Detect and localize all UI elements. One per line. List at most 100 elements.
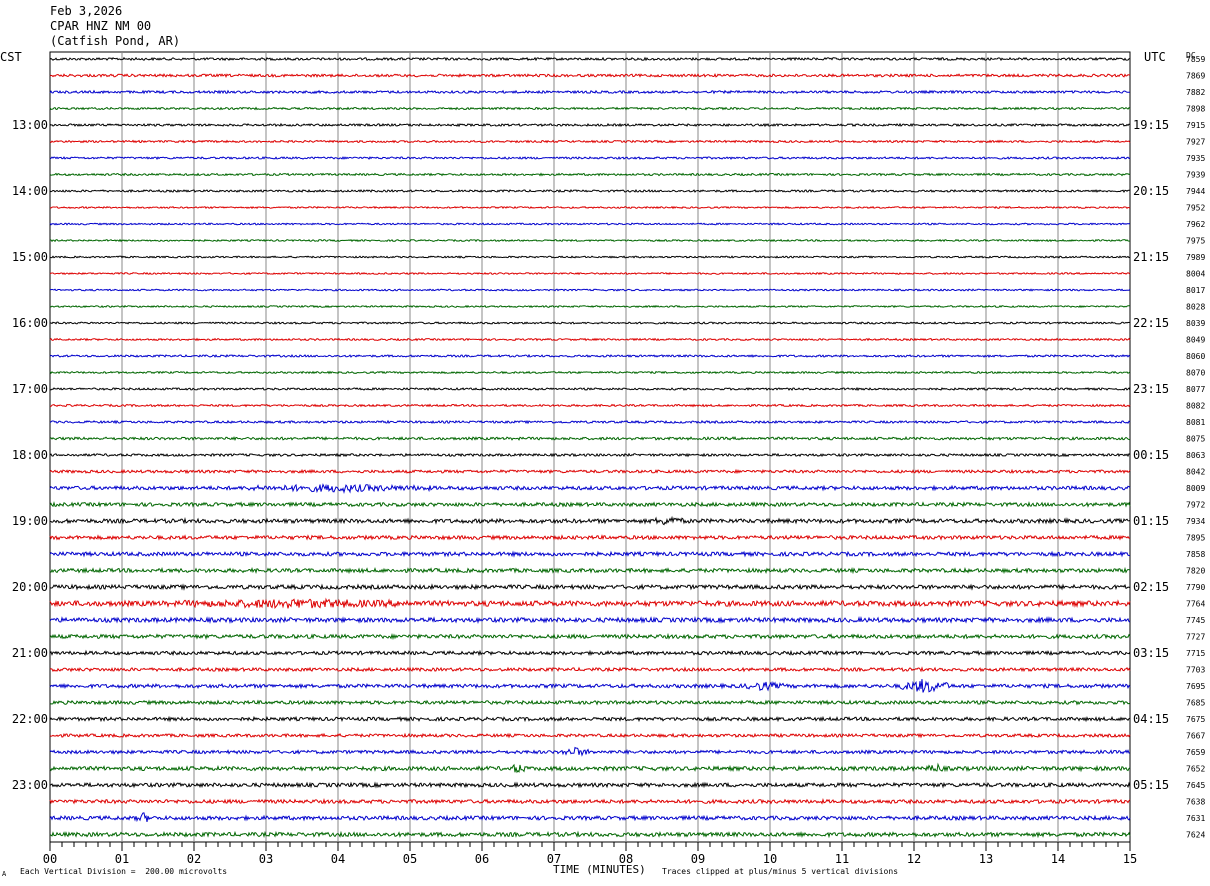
dc-value-label: 7659: [1186, 748, 1205, 757]
plot-frame: [49, 51, 1131, 843]
dc-value-label: 8009: [1186, 484, 1205, 493]
seismic-trace: [49, 452, 1131, 458]
dc-value-label: 7675: [1186, 715, 1205, 724]
seismic-trace: [49, 403, 1131, 408]
utc-hour-label: 19:15: [1133, 118, 1169, 132]
dc-value-label: 8063: [1186, 451, 1205, 460]
utc-hour-label: 04:15: [1133, 712, 1169, 726]
utc-hour-label: 01:15: [1133, 514, 1169, 528]
x-tick-label: 12: [907, 852, 921, 866]
seismic-trace: [49, 534, 1131, 541]
seismic-trace: [49, 238, 1131, 243]
seismic-trace: [49, 89, 1131, 95]
utc-hour-label: 03:15: [1133, 646, 1169, 660]
x-tick-label: 14: [1051, 852, 1065, 866]
dc-value-label: 7975: [1186, 237, 1205, 246]
seismic-trace: [49, 746, 1131, 757]
utc-hour-label: 00:15: [1133, 448, 1169, 462]
dc-value-label: 7952: [1186, 204, 1205, 213]
seismic-trace: [49, 715, 1131, 723]
dc-value-label: 7652: [1186, 765, 1205, 774]
seismic-trace: [49, 188, 1130, 194]
cst-hour-label: 16:00: [12, 316, 48, 330]
x-tick-label: 15: [1123, 852, 1137, 866]
dc-value-label: 7685: [1186, 699, 1205, 708]
dc-value-label: 7727: [1186, 633, 1205, 642]
right-axis-label: UTC: [1144, 50, 1166, 64]
seismic-trace: [49, 732, 1131, 739]
utc-hour-label: 05:15: [1133, 778, 1169, 792]
utc-hour-label: 21:15: [1133, 250, 1169, 264]
dc-value-label: 8049: [1186, 336, 1205, 345]
dc-value-label: 7935: [1186, 154, 1205, 163]
cst-hour-label: 22:00: [12, 712, 48, 726]
x-tick-label: 08: [619, 852, 633, 866]
dc-value-label: 7764: [1186, 600, 1205, 609]
dc-value-label: 7927: [1186, 138, 1205, 147]
seismic-trace: [49, 155, 1131, 160]
x-axis-label: TIME (MINUTES): [553, 863, 646, 876]
seismic-trace: [49, 812, 1131, 823]
dc-value-label: 7972: [1186, 501, 1205, 510]
plot-header: Feb 3,2026 CPAR HNZ NM 00 (Catfish Pond,…: [50, 4, 180, 49]
dc-value-label: 7895: [1186, 534, 1205, 543]
dc-value-label: 7695: [1186, 682, 1205, 691]
dc-value-label: 8075: [1186, 435, 1205, 444]
dc-label: DC: [1186, 51, 1196, 60]
utc-hour-label: 02:15: [1133, 580, 1169, 594]
utc-hour-label: 20:15: [1133, 184, 1169, 198]
x-tick-label: 06: [475, 852, 489, 866]
dc-value-label: 8070: [1186, 369, 1205, 378]
seismic-trace: [49, 222, 1131, 226]
scale-note: Each Vertical Division = 200.00 microvol…: [20, 867, 228, 876]
seismic-trace: [49, 436, 1131, 441]
dc-value-label: 7934: [1186, 517, 1205, 526]
dc-value-label: 7667: [1186, 732, 1205, 741]
dc-value-label: 7859: [1186, 55, 1205, 64]
seismic-trace: [49, 321, 1131, 325]
x-tick-label: 05: [403, 852, 417, 866]
corner-mark: A: [2, 870, 7, 878]
dc-value-label: 7962: [1186, 220, 1205, 229]
cst-hour-label: 13:00: [12, 118, 48, 132]
x-tick-label: 01: [115, 852, 129, 866]
dc-value-label: 7790: [1186, 583, 1205, 592]
dc-value-label: 7624: [1186, 831, 1205, 840]
seismic-trace: [49, 666, 1131, 673]
cst-hour-label: 21:00: [12, 646, 48, 660]
seismic-trace: [49, 468, 1131, 475]
seismic-trace: [49, 550, 1131, 558]
seismic-trace: [49, 583, 1131, 591]
dc-value-label: 8042: [1186, 468, 1205, 477]
dc-value-label: 7715: [1186, 649, 1205, 658]
seismic-trace: [49, 172, 1131, 177]
dc-value-label: 8004: [1186, 270, 1205, 279]
x-tick-label: 11: [835, 852, 849, 866]
dc-value-label: 7745: [1186, 616, 1205, 625]
seismic-trace: [49, 781, 1131, 789]
dc-value-label: 7882: [1186, 88, 1205, 97]
seismic-trace: [49, 515, 1131, 526]
dc-value-label: 8082: [1186, 402, 1205, 411]
seismic-trace: [49, 797, 1131, 805]
dc-value-label: 7820: [1186, 567, 1205, 576]
seismic-trace: [49, 566, 1131, 575]
dc-value-label: 8060: [1186, 352, 1205, 361]
dc-value-label: 7858: [1186, 550, 1205, 559]
dc-value-label: 8017: [1186, 286, 1205, 295]
dc-value-label: 7989: [1186, 253, 1205, 262]
seismic-trace: [49, 288, 1131, 292]
seismic-trace: [49, 699, 1131, 706]
seismic-trace: [49, 483, 1131, 494]
cst-hour-label: 19:00: [12, 514, 48, 528]
dc-value-label: 7869: [1186, 72, 1205, 81]
seismic-trace: [49, 337, 1131, 342]
seismic-trace: [49, 419, 1131, 425]
seismic-trace: [49, 122, 1131, 128]
seismic-trace: [49, 304, 1131, 309]
seismic-trace: [49, 649, 1131, 657]
cst-hour-label: 15:00: [12, 250, 48, 264]
seismic-trace: [49, 139, 1131, 144]
dc-value-label: 7915: [1186, 121, 1205, 130]
seismic-trace: [49, 615, 1131, 624]
